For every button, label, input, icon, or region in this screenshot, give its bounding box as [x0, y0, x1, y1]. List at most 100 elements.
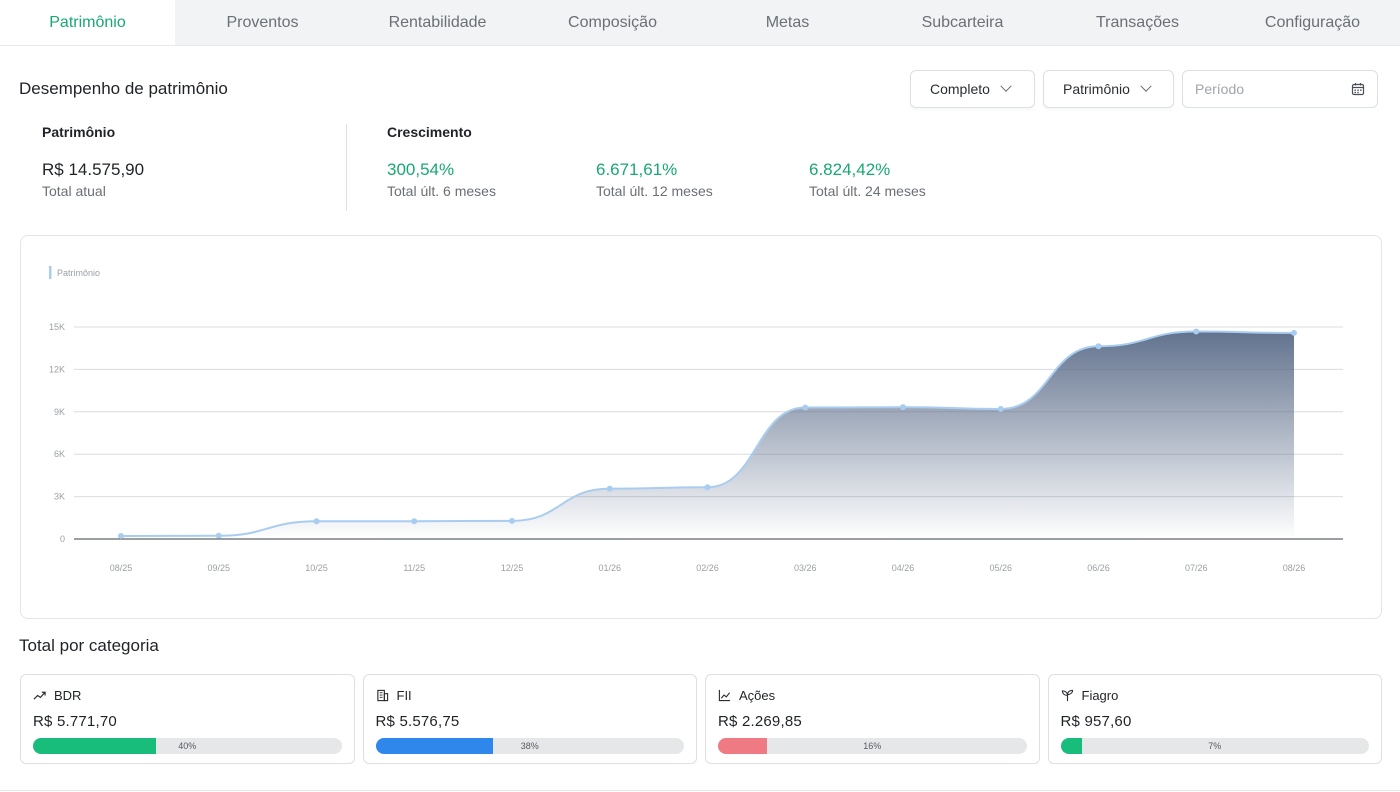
x-tick-label: 07/26 [1185, 563, 1208, 573]
growth-label: Crescimento [387, 124, 472, 140]
growth-12m: 6.671,61% Total últ. 12 meses [596, 160, 713, 199]
tab-proventos[interactable]: Proventos [226, 13, 299, 31]
sprout-icon [1061, 689, 1073, 701]
progress-percent: 7% [1208, 741, 1222, 751]
category-card-fiagro[interactable]: Fiagro R$ 957,60 7% [1047, 674, 1382, 764]
x-tick-label: 06/26 [1087, 563, 1110, 573]
progress-percent: 16% [863, 741, 882, 751]
tab-rentabilidade[interactable]: Rentabilidade [388, 13, 487, 31]
growth-24m: 6.824,42% Total últ. 24 meses [809, 160, 926, 199]
bottom-divider [0, 790, 1400, 791]
category-cards: BDR R$ 5.771,70 40% FII R$ 5.576,75 38% [20, 674, 1382, 764]
x-tick-label: 02/26 [696, 563, 719, 573]
data-point [802, 404, 809, 411]
growth-sub: Total últ. 12 meses [596, 183, 713, 199]
period-input[interactable] [1195, 81, 1335, 97]
categories-title: Total por categoria [19, 636, 159, 655]
header-row: Desempenho de patrimônio Completo Patrim… [19, 70, 1378, 108]
data-point [1193, 328, 1200, 335]
y-tick-label: 3K [54, 492, 65, 502]
y-tick-label: 0 [60, 534, 65, 544]
category-progress-bar: 16% [718, 738, 1027, 754]
data-point [606, 485, 613, 492]
x-tick-label: 05/26 [989, 563, 1012, 573]
y-tick-label: 15K [49, 322, 65, 332]
data-point [1291, 329, 1297, 336]
divider [346, 124, 347, 211]
growth-value: 6.824,42% [809, 160, 891, 179]
category-card-bdr[interactable]: BDR R$ 5.771,70 40% [20, 674, 355, 764]
progress-fill [1060, 738, 1083, 754]
tab-bar: Patrimônio Proventos Rentabilidade Compo… [0, 0, 1400, 46]
progress-fill [718, 738, 768, 754]
tab-transacoes[interactable]: Transações [1096, 13, 1179, 31]
tab-subcarteira[interactable]: Subcarteira [921, 13, 1004, 31]
data-point [1095, 343, 1102, 350]
filter-controls: Completo Patrimônio [910, 70, 1378, 108]
data-point [411, 518, 418, 525]
growth-value: 6.671,61% [596, 160, 678, 179]
category-name: BDR [54, 687, 82, 703]
metric-select[interactable]: Patrimônio [1043, 70, 1174, 108]
patrimonio-chart: 0 3K 6K 9K 12K 15K 08/25 09/25 10/25 11/25 12/25 01… [49, 266, 1343, 573]
line-chart-icon [718, 689, 731, 701]
x-tick-label: 01/26 [598, 563, 621, 573]
y-tick-label: 6K [54, 449, 65, 459]
patrimonio-summary: Patrimônio R$ 14.575,90 Total atual [42, 124, 144, 199]
y-tick-label: 12K [49, 364, 65, 374]
tab-metas[interactable]: Metas [765, 13, 810, 31]
y-tick-label: 9K [54, 407, 65, 417]
x-tick-label: 09/25 [207, 563, 230, 573]
progress-percent: 38% [520, 741, 539, 751]
data-point [118, 533, 124, 540]
tab-configuracao[interactable]: Configuração [1264, 13, 1361, 31]
x-tick-label: 08/26 [1283, 563, 1306, 573]
category-name: Fiagro [1081, 687, 1119, 703]
page-title: Desempenho de patrimônio [19, 79, 228, 98]
x-tick-label: 08/25 [110, 563, 133, 573]
x-tick-label: 04/26 [892, 563, 915, 573]
data-point [900, 404, 906, 411]
category-value: R$ 5.576,75 [375, 713, 460, 730]
data-point [215, 532, 222, 539]
category-value: R$ 2.269,85 [718, 713, 802, 730]
category-progress-bar: 7% [1060, 738, 1369, 754]
tab-patrimonio[interactable]: Patrimônio [0, 0, 175, 45]
data-point [509, 517, 515, 524]
progress-percent: 40% [178, 741, 197, 751]
tab-composicao[interactable]: Composição [568, 13, 657, 31]
x-tick-label: 03/26 [794, 563, 817, 573]
x-tick-label: 10/25 [305, 563, 328, 573]
scope-select[interactable]: Completo [910, 70, 1035, 108]
category-name: FII [396, 687, 412, 703]
category-value: R$ 957,60 [1060, 713, 1132, 730]
chevron-down-icon [1000, 80, 1012, 92]
growth-value: 300,54% [387, 160, 455, 179]
summary-stats: Patrimônio R$ 14.575,90 Total atual Cres… [0, 124, 1400, 212]
patrimonio-sub: Total atual [42, 183, 106, 199]
chevron-down-icon [1140, 80, 1152, 92]
calendar-icon[interactable] [1351, 82, 1365, 96]
legend-label: Patrimônio [57, 268, 100, 278]
legend-swatch [49, 266, 52, 279]
growth-sub: Total últ. 6 meses [387, 183, 496, 199]
patrimonio-chart-card: 0 3K 6K 9K 12K 15K 08/25 09/25 10/25 11/25 12/25 01… [20, 235, 1382, 619]
data-point [313, 518, 320, 525]
scope-select-value: Completo [930, 81, 990, 97]
data-point [997, 405, 1004, 412]
category-card-acoes[interactable]: Ações R$ 2.269,85 16% [705, 674, 1040, 764]
period-field[interactable] [1182, 70, 1378, 108]
patrimonio-value: R$ 14.575,90 [42, 160, 145, 179]
metric-select-value: Patrimônio [1063, 81, 1130, 97]
category-name: Ações [739, 687, 776, 703]
category-card-fii[interactable]: FII R$ 5.576,75 38% [362, 674, 697, 764]
patrimonio-label: Patrimônio [42, 124, 116, 140]
category-progress-bar: 38% [375, 738, 684, 754]
progress-fill [375, 738, 493, 754]
progress-fill [33, 738, 157, 754]
series-area [121, 331, 1294, 539]
x-tick-label: 12/25 [501, 563, 524, 573]
growth-6m: Crescimento 300,54% Total últ. 6 meses [387, 124, 496, 199]
data-point [704, 484, 711, 491]
growth-sub: Total últ. 24 meses [809, 183, 926, 199]
